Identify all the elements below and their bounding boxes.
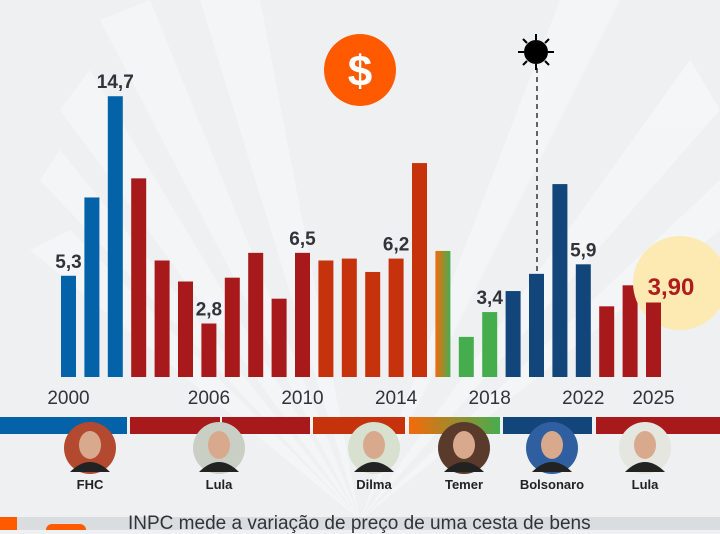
bar-2023 (599, 306, 615, 377)
bar-2003 (131, 178, 147, 377)
x-axis-labels: 2000 2006 2010 2014 2018 2022 2025 (47, 388, 674, 409)
bar-2012 (341, 258, 357, 377)
bar-2008 (248, 252, 264, 377)
government-segment (130, 417, 220, 434)
data-label-2000: 5,3 (55, 252, 81, 273)
bar-2025-front (646, 302, 661, 377)
covid-marker (518, 34, 554, 272)
portrait-face (79, 431, 101, 459)
bar-2019 (505, 291, 521, 377)
president-name: Lula (632, 477, 659, 492)
bar-2016 (435, 250, 451, 377)
president-name: FHC (77, 477, 104, 492)
bar-2015 (412, 163, 427, 377)
bar-2009 (271, 298, 287, 377)
president-lula-1: Lula (193, 422, 245, 492)
data-labels: 5,3 14,7 2,8 6,5 6,2 3,4 5,9 (55, 72, 596, 320)
bar-2013 (365, 271, 381, 377)
year-label-2022: 2022 (562, 388, 604, 409)
president-lula-5: Lula (619, 422, 671, 492)
president-dilma-2: Dilma (348, 422, 400, 492)
data-label-2010: 6,5 (289, 229, 316, 250)
portrait-face (541, 431, 563, 459)
footer-band: INPC mede a variação de preço de uma ces… (0, 513, 720, 534)
bar-2017 (458, 336, 474, 377)
bar-2001 (84, 197, 100, 377)
president-name: Temer (445, 477, 483, 492)
year-label-2018: 2018 (469, 388, 511, 409)
president-portraits: FHC Lula Dilma Temer Bolsonaro Lula (64, 422, 671, 492)
government-segment (222, 417, 310, 434)
portrait-face (453, 431, 475, 459)
president-name: Dilma (356, 477, 392, 492)
portrait-suit (199, 462, 239, 472)
portrait-face (634, 431, 656, 459)
bar-2024 (622, 285, 638, 377)
president-name: Lula (206, 477, 233, 492)
year-label-2025: 2025 (632, 388, 674, 409)
bar-2005 (178, 281, 193, 377)
president-name: Bolsonaro (520, 477, 584, 492)
highlight-2025: 3,90 (633, 236, 720, 377)
virus-icon (518, 34, 554, 70)
bar-2004 (154, 260, 170, 377)
bar-2007 (224, 277, 240, 377)
president-temer-3: Temer (438, 422, 490, 492)
data-label-2014: 6,2 (383, 235, 409, 256)
footer-text: INPC mede a variação de preço de uma ces… (128, 513, 591, 534)
data-label-2002: 14,7 (97, 72, 134, 93)
portrait-suit (354, 462, 394, 472)
bar-2014 (388, 258, 404, 377)
footer-accent (0, 517, 17, 530)
bar-2010 (295, 252, 310, 377)
bar-2000 (61, 275, 76, 377)
bar-2018 (482, 312, 498, 377)
president-bolsonaro-4: Bolsonaro (520, 422, 584, 492)
svg-text:$: $ (348, 47, 372, 96)
dollar-icon: $ (324, 34, 396, 106)
footer-icon (46, 524, 86, 530)
president-fhc-0: FHC (64, 422, 116, 492)
highlight-value: 3,90 (648, 274, 695, 301)
year-label-2010: 2010 (281, 388, 323, 409)
bar-2011 (318, 260, 334, 377)
bar-2020 (529, 273, 544, 377)
data-label-2022: 5,9 (570, 240, 596, 261)
data-label-2018: 3,4 (476, 288, 503, 309)
year-label-2006: 2006 (188, 388, 230, 409)
year-label-2000: 2000 (47, 388, 89, 409)
bar-2002 (107, 96, 123, 377)
portrait-suit (532, 462, 572, 472)
bars (61, 96, 661, 377)
bar-2021 (552, 184, 568, 377)
bar-2022 (575, 264, 591, 377)
portrait-suit (444, 462, 484, 472)
portrait-suit (70, 462, 110, 472)
year-label-2014: 2014 (375, 388, 418, 409)
portrait-face (363, 431, 385, 459)
portrait-suit (625, 462, 665, 472)
data-label-2006: 2,8 (196, 300, 222, 321)
portrait-face (208, 431, 230, 459)
bar-2006 (201, 323, 217, 377)
